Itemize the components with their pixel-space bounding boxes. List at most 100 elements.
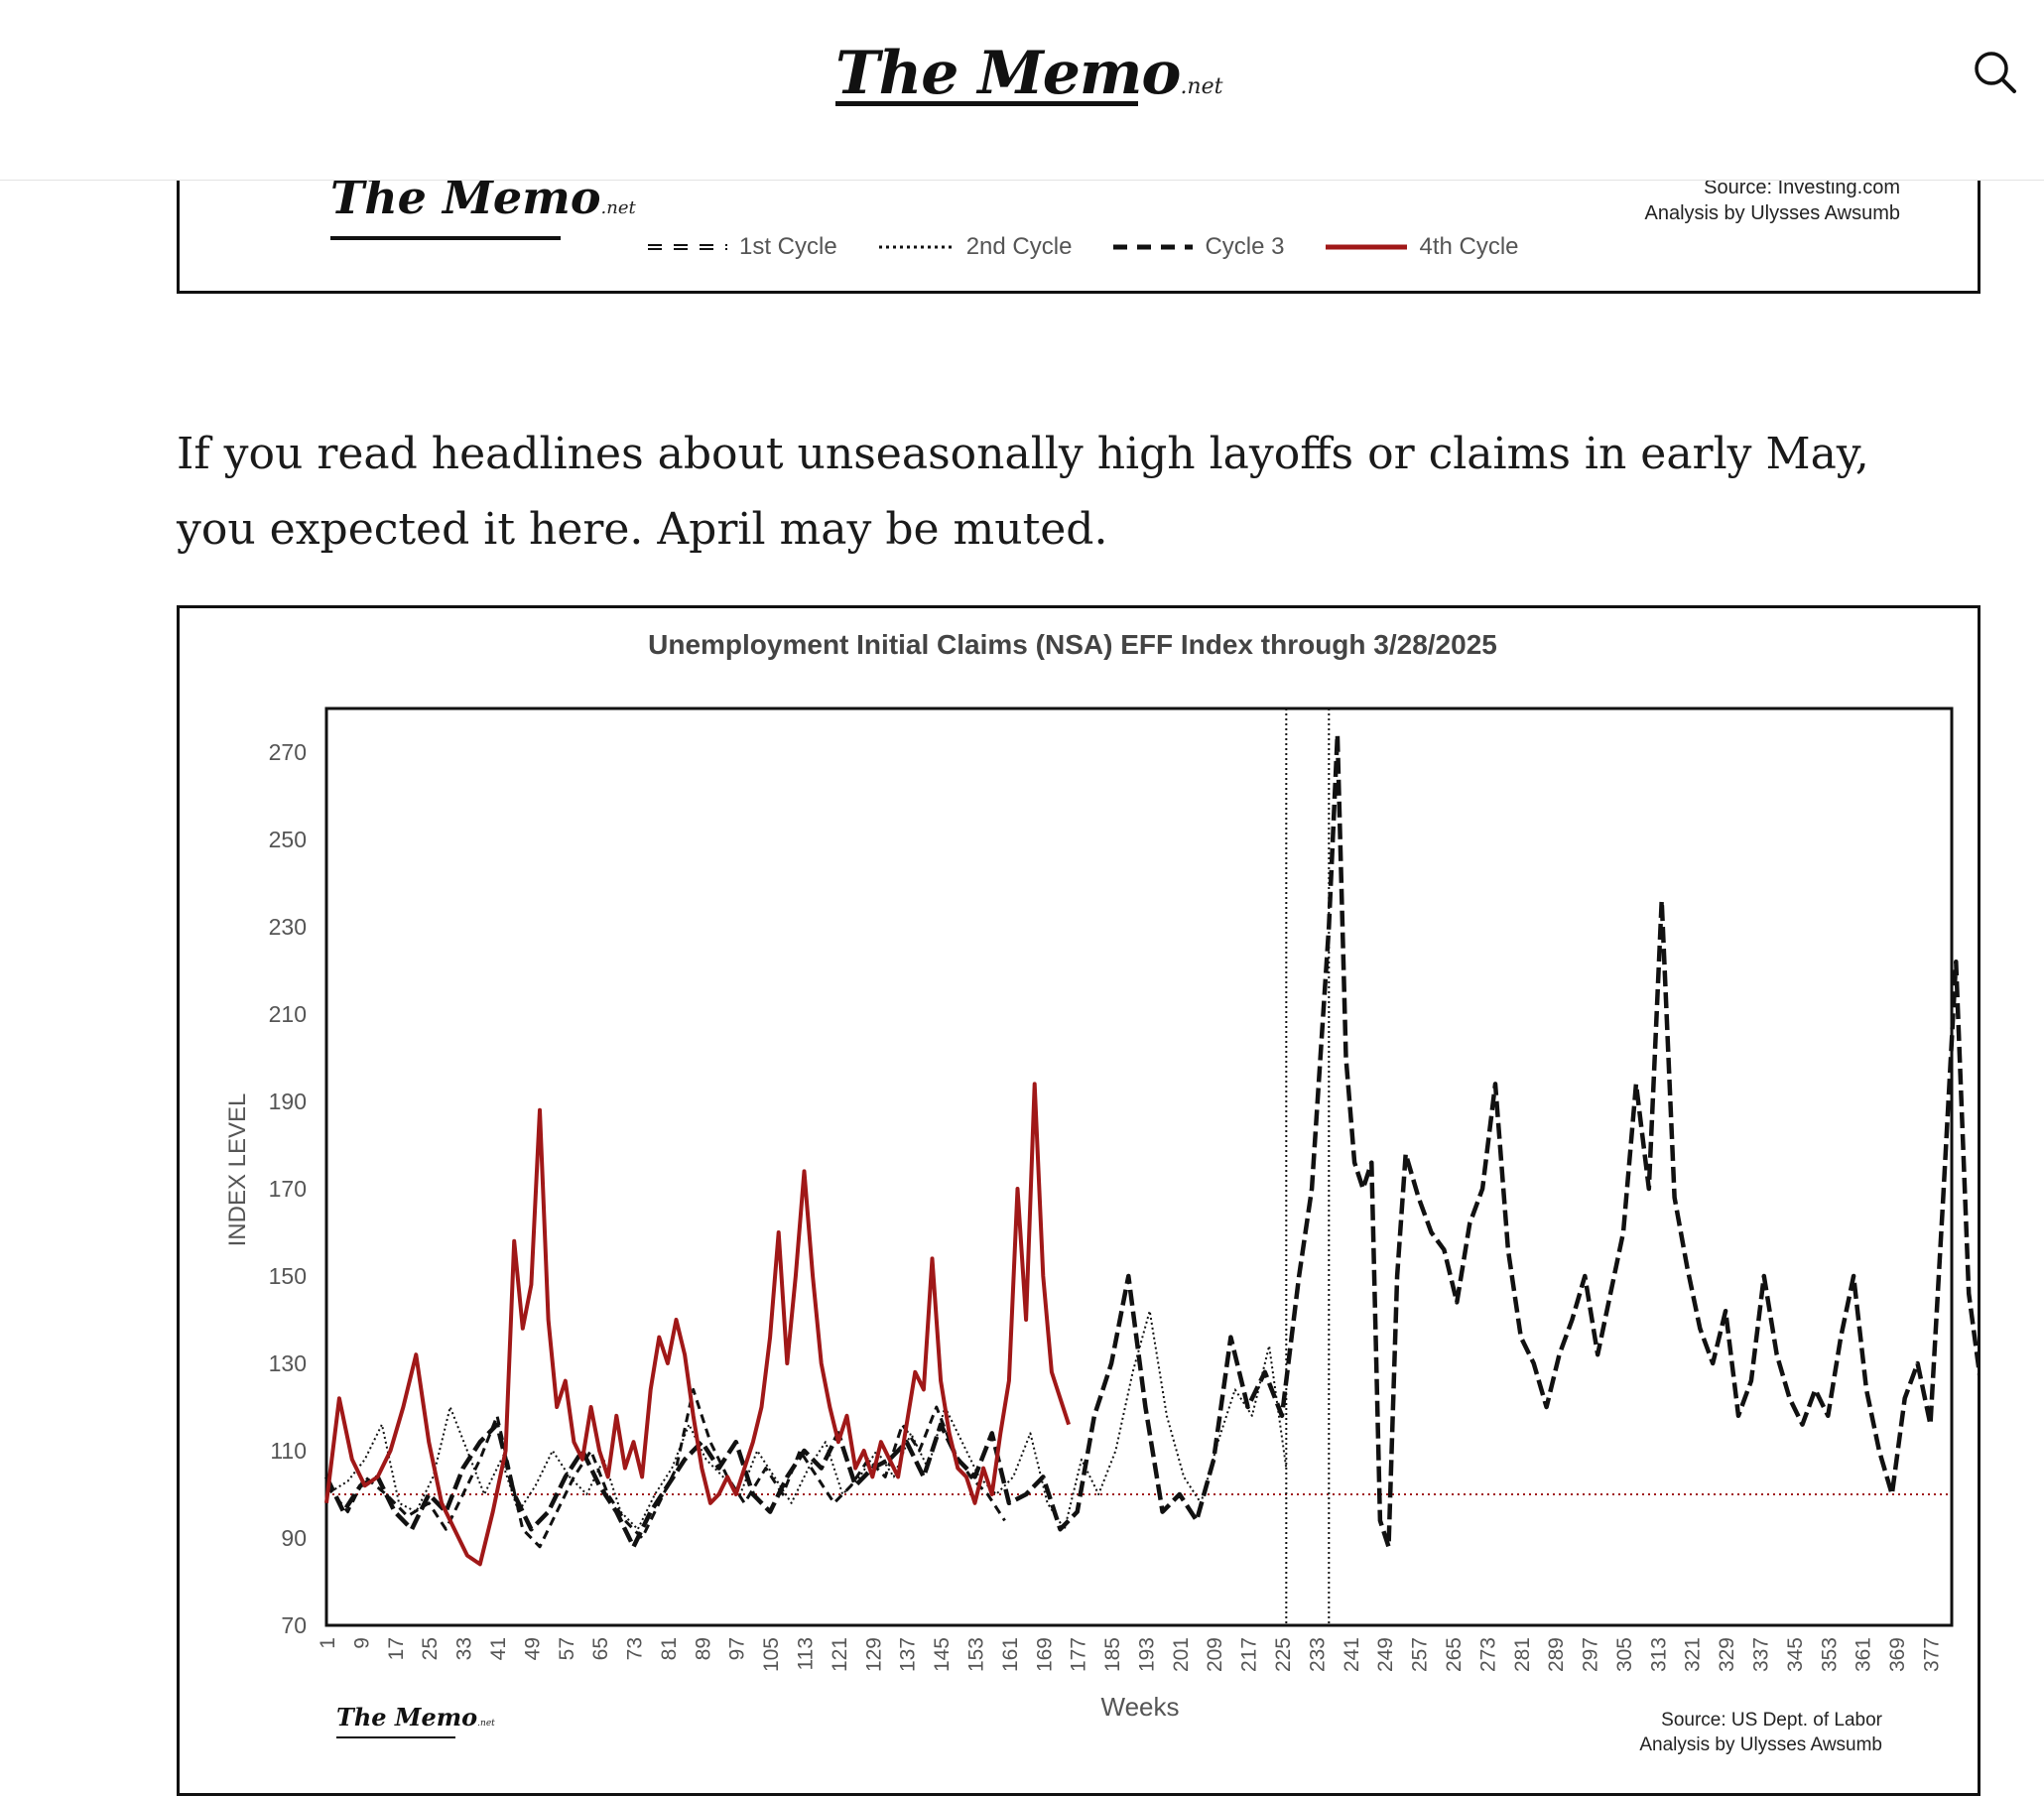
x-tick-label: 241 <box>1341 1637 1363 1672</box>
chart-source-line2: Analysis by Ulysses Awsumb <box>1644 202 1901 224</box>
x-tick-label: 129 <box>862 1637 885 1672</box>
solid-red-swatch-icon <box>1326 244 1408 250</box>
x-axis-label: Weeks <box>1101 1692 1180 1722</box>
y-tick-label: 230 <box>269 914 307 940</box>
chart-source-line1: Source: US Dept. of Labor <box>1661 1710 1882 1731</box>
x-tick-label: 121 <box>829 1637 851 1672</box>
y-tick-label: 210 <box>269 1001 307 1027</box>
x-tick-label: 281 <box>1511 1637 1534 1672</box>
x-tick-label: 297 <box>1580 1637 1602 1672</box>
x-tick-label: 377 <box>1921 1637 1944 1672</box>
site-header: The Memo.net <box>0 0 2044 181</box>
x-tick-label: 153 <box>964 1637 987 1672</box>
x-tick-label: 313 <box>1647 1637 1670 1672</box>
x-tick-label: 57 <box>556 1637 578 1660</box>
series-line-2nd-cycle <box>325 1310 1288 1531</box>
chart-source-line2: Analysis by Ulysses Awsumb <box>1639 1734 1882 1755</box>
logo-underline <box>835 101 1138 106</box>
x-tick-label: 41 <box>487 1637 510 1660</box>
plot-area <box>324 706 1954 1627</box>
dash-hollow-swatch-icon <box>648 244 727 250</box>
y-tick-label: 150 <box>269 1263 307 1289</box>
x-tick-label: 145 <box>931 1637 954 1672</box>
x-tick-label: 369 <box>1886 1637 1909 1672</box>
y-tick-label: 130 <box>269 1350 307 1376</box>
x-tick-label: 73 <box>624 1637 647 1660</box>
legend-item-cycle-3: Cycle 3 <box>1111 233 1284 261</box>
x-tick-label: 249 <box>1374 1637 1397 1672</box>
x-tick-label: 49 <box>521 1637 544 1660</box>
x-tick-label: 337 <box>1750 1637 1773 1672</box>
y-tick-label: 90 <box>281 1525 307 1551</box>
x-tick-label: 169 <box>1033 1637 1056 1672</box>
x-tick-label: 65 <box>589 1637 612 1660</box>
y-axis-label: INDEX LEVEL <box>224 1093 251 1247</box>
chart-source: Source: Investing.com Analysis by Ulysse… <box>1645 175 1901 226</box>
chart-title: Unemployment Initial Claims (NSA) EFF In… <box>648 629 1497 660</box>
chart-source: Source: US Dept. of Labor Analysis by Ul… <box>1639 1708 1882 1757</box>
claims-chart: Unemployment Initial Claims (NSA) EFF In… <box>177 605 1980 1796</box>
site-logo[interactable]: The Memo.net <box>835 34 1222 113</box>
y-tick-label: 70 <box>281 1612 307 1638</box>
claims-chart-svg: Unemployment Initial Claims (NSA) EFF In… <box>224 629 1978 1722</box>
legend-label: Cycle 3 <box>1205 233 1285 260</box>
x-tick-label: 345 <box>1784 1637 1807 1672</box>
x-tick-label: 273 <box>1476 1637 1499 1672</box>
x-tick-label: 33 <box>453 1637 476 1660</box>
legend-item-2nd-cycle: 2nd Cycle <box>877 233 1073 261</box>
y-tick-label: 190 <box>269 1089 307 1114</box>
x-tick-label: 25 <box>419 1637 442 1660</box>
search-button[interactable] <box>1973 50 2018 95</box>
x-tick-label: 1 <box>317 1637 339 1649</box>
chart-logo-title: The Memo <box>336 1703 478 1732</box>
x-tick-label: 97 <box>726 1637 749 1660</box>
legend-item-4th-cycle: 4th Cycle <box>1324 233 1519 261</box>
logo-title: The Memo <box>835 39 1181 108</box>
x-tick-label: 185 <box>1101 1637 1124 1672</box>
dashed-swatch-icon <box>1113 244 1194 250</box>
y-tick-label: 170 <box>269 1176 307 1202</box>
article-paragraph: If you read headlines about unseasonally… <box>177 429 1869 555</box>
x-tick-label: 193 <box>1135 1637 1158 1672</box>
x-tick-label: 209 <box>1204 1637 1226 1672</box>
dotted-swatch-icon <box>878 245 955 249</box>
x-tick-label: 81 <box>658 1637 681 1660</box>
x-tick-label: 233 <box>1306 1637 1329 1672</box>
legend-label: 1st Cycle <box>739 233 837 260</box>
x-tick-label: 113 <box>795 1637 818 1670</box>
x-tick-label: 177 <box>1068 1637 1090 1672</box>
chart-logo: The Memo.net <box>336 1703 495 1738</box>
chart-legend: 1st Cycle 2nd Cycle Cycle 3 4th Cycle <box>646 232 1559 262</box>
y-tick-label: 250 <box>269 827 307 852</box>
x-tick-label: 361 <box>1852 1637 1875 1672</box>
x-tick-label: 89 <box>692 1637 714 1660</box>
x-tick-label: 17 <box>385 1637 408 1660</box>
logo-suffix: .net <box>1180 74 1223 99</box>
x-tick-label: 225 <box>1272 1637 1295 1672</box>
x-tick-label: 137 <box>897 1637 920 1672</box>
chart-source-line1: Source: Investing.com <box>1704 177 1900 198</box>
x-tick-label: 105 <box>760 1637 783 1672</box>
x-tick-label: 217 <box>1238 1637 1261 1672</box>
y-tick-label: 270 <box>269 739 307 765</box>
x-tick-label: 353 <box>1818 1637 1841 1672</box>
x-tick-label: 321 <box>1682 1637 1705 1672</box>
series-line-4th-cycle <box>324 1082 1072 1567</box>
x-tick-label: 257 <box>1409 1637 1432 1672</box>
legend-label: 4th Cycle <box>1419 233 1519 260</box>
search-icon <box>1975 52 2016 93</box>
chart-logo-suffix: .net <box>477 1719 495 1729</box>
x-tick-label: 265 <box>1443 1637 1466 1672</box>
x-tick-label: 289 <box>1545 1637 1568 1672</box>
chart-logo-suffix: .net <box>600 197 636 218</box>
x-tick-label: 201 <box>1170 1637 1193 1672</box>
x-tick-label: 329 <box>1716 1637 1738 1672</box>
legend-label: 2nd Cycle <box>965 233 1073 260</box>
x-tick-label: 305 <box>1613 1637 1636 1672</box>
x-tick-label: 161 <box>999 1637 1022 1672</box>
series-line-1st-cycle <box>324 1387 1006 1549</box>
legend-item-1st-cycle: 1st Cycle <box>646 233 837 261</box>
series-line-cycle-3 <box>323 732 1978 1550</box>
x-tick-label: 9 <box>350 1637 373 1649</box>
y-tick-label: 110 <box>270 1438 307 1464</box>
